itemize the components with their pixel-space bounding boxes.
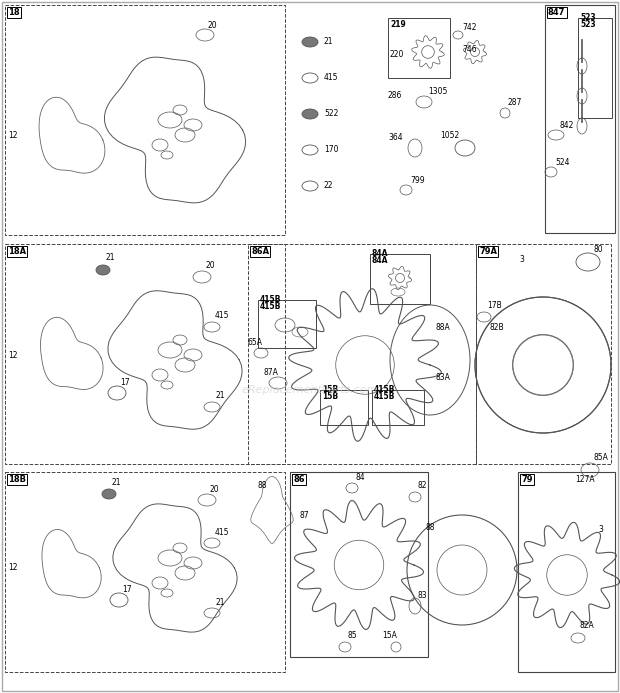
Text: 287: 287	[508, 98, 523, 107]
Bar	[5, 472, 285, 672]
Text: 65A: 65A	[248, 338, 263, 347]
Text: 127A: 127A	[575, 475, 595, 484]
Text: 17: 17	[120, 378, 130, 387]
Text: 415: 415	[215, 311, 229, 320]
Text: 742: 742	[462, 23, 477, 32]
Text: 83A: 83A	[435, 373, 450, 382]
Text: 82: 82	[418, 481, 428, 490]
Bar	[5, 5, 285, 235]
Text: 17B: 17B	[487, 301, 502, 310]
Text: 1305: 1305	[428, 87, 448, 96]
Text: 85: 85	[348, 631, 358, 640]
Ellipse shape	[102, 489, 116, 499]
Ellipse shape	[96, 265, 110, 275]
Bar	[518, 472, 615, 672]
Text: 17: 17	[122, 585, 131, 594]
Text: 88: 88	[258, 481, 267, 490]
Text: 83: 83	[418, 591, 428, 600]
Bar	[388, 18, 450, 78]
Text: 3: 3	[519, 255, 524, 264]
Text: 219: 219	[390, 20, 405, 29]
Text: 21: 21	[112, 478, 122, 487]
Text: 15B: 15B	[322, 392, 338, 401]
Bar	[320, 390, 368, 425]
Bar	[578, 18, 612, 118]
Text: 415B: 415B	[374, 392, 396, 401]
Text: 12: 12	[8, 131, 17, 140]
Text: 21: 21	[324, 37, 334, 46]
Text: 415B: 415B	[260, 295, 281, 304]
Text: 523: 523	[580, 20, 596, 29]
Text: 524: 524	[555, 158, 570, 167]
Text: 88A: 88A	[435, 323, 449, 332]
Text: 746: 746	[462, 45, 477, 54]
Bar	[545, 5, 615, 233]
Text: 12: 12	[8, 563, 17, 572]
Text: 415B: 415B	[374, 385, 396, 394]
Text: 20: 20	[210, 485, 219, 494]
Text: 79: 79	[521, 475, 533, 484]
Text: 79A: 79A	[479, 247, 497, 256]
Text: 523: 523	[580, 13, 596, 22]
Text: 18B: 18B	[8, 475, 26, 484]
Text: 85A: 85A	[594, 453, 609, 462]
Bar	[5, 244, 285, 464]
Text: 82A: 82A	[580, 621, 595, 630]
Text: 86: 86	[293, 475, 304, 484]
Text: 286: 286	[388, 91, 402, 100]
Ellipse shape	[302, 37, 318, 47]
Text: 12: 12	[8, 351, 17, 360]
Text: 21: 21	[215, 391, 224, 400]
Text: 20: 20	[205, 261, 215, 270]
Text: 87: 87	[300, 511, 309, 520]
Text: 22: 22	[324, 182, 334, 191]
Text: 170: 170	[324, 146, 339, 155]
Bar	[476, 244, 611, 464]
Text: 82B: 82B	[490, 323, 505, 332]
Text: 88: 88	[425, 523, 435, 532]
Text: 1052: 1052	[440, 131, 459, 140]
Text: 799: 799	[410, 176, 425, 185]
Text: 415: 415	[324, 73, 339, 82]
Text: 15B: 15B	[322, 385, 338, 394]
Text: 15A: 15A	[382, 631, 397, 640]
Text: 842: 842	[560, 121, 574, 130]
Text: 220: 220	[390, 50, 404, 59]
Text: eReplacementParts.com: eReplacementParts.com	[242, 385, 378, 395]
Bar	[370, 254, 430, 304]
Text: 847: 847	[548, 8, 565, 17]
Text: 364: 364	[388, 133, 402, 142]
Text: 80: 80	[594, 245, 604, 254]
Text: 21: 21	[106, 253, 115, 262]
Text: 21: 21	[215, 598, 224, 607]
Text: 86A: 86A	[251, 247, 269, 256]
Text: 522: 522	[324, 109, 339, 119]
Text: 18: 18	[8, 8, 20, 17]
Text: 3: 3	[598, 525, 603, 534]
Ellipse shape	[302, 109, 318, 119]
Bar	[372, 390, 424, 425]
Text: 84A: 84A	[372, 249, 389, 258]
Text: 20: 20	[208, 21, 218, 30]
Text: 84: 84	[356, 473, 366, 482]
Text: 18A: 18A	[8, 247, 26, 256]
Text: 415B: 415B	[260, 302, 281, 311]
Text: 87A: 87A	[263, 368, 278, 377]
Bar	[248, 244, 476, 464]
Text: 84A: 84A	[372, 256, 389, 265]
Bar	[258, 300, 316, 348]
Bar	[290, 472, 428, 657]
Text: 415: 415	[215, 528, 229, 537]
